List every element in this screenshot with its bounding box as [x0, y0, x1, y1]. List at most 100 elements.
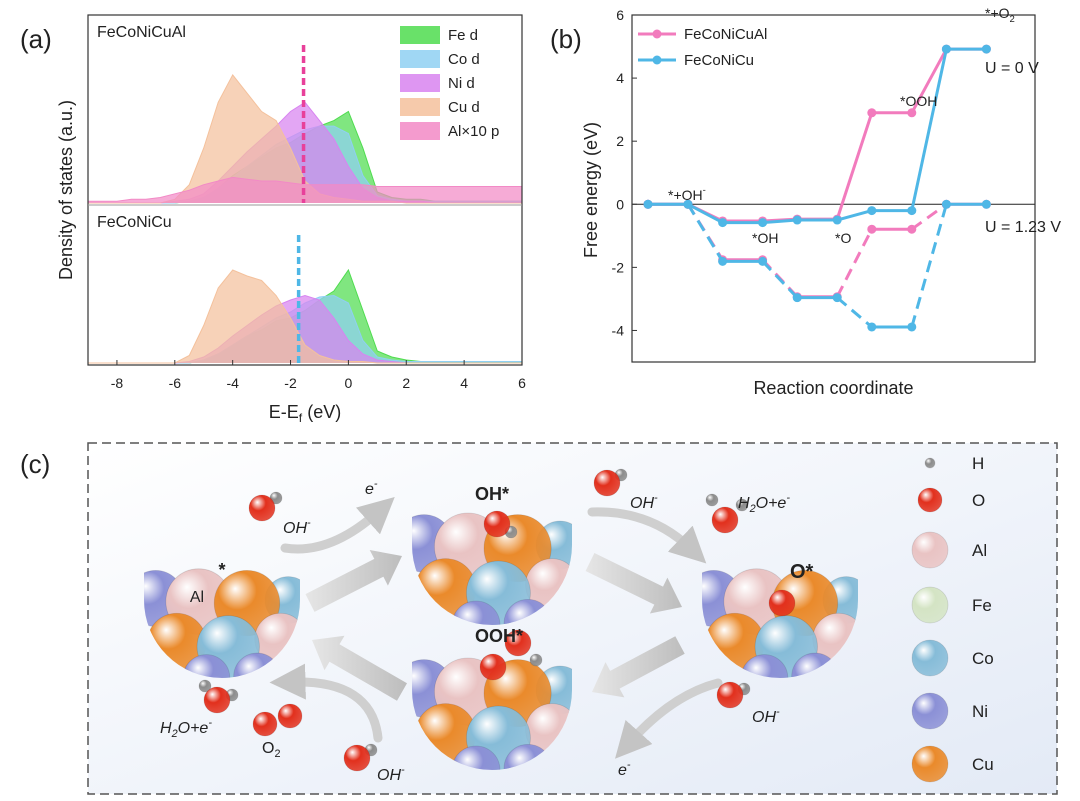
atom	[911, 692, 949, 730]
curved-arrow	[615, 678, 723, 759]
y-tick-label: -4	[612, 322, 625, 338]
connector	[836, 209, 873, 222]
marker	[718, 256, 728, 266]
label: OH-	[283, 517, 311, 537]
text-part: -	[307, 517, 311, 529]
text-part: O	[262, 740, 274, 757]
y-axis-label: Density of states (a.u.)	[56, 100, 76, 280]
state-label: *	[218, 560, 225, 580]
label: *+O2	[985, 5, 1015, 25]
connector	[686, 203, 724, 263]
x-axis-label: Reaction coordinate	[753, 378, 913, 398]
label: *+OH-	[668, 185, 706, 203]
atom	[343, 744, 371, 772]
text-part: O+e	[756, 495, 787, 512]
marker	[867, 322, 877, 332]
atom	[451, 745, 501, 770]
atom	[911, 586, 949, 624]
text-part: E-E	[269, 402, 299, 422]
atom	[911, 745, 949, 783]
text-part: -	[401, 764, 405, 776]
text-part: OH	[377, 767, 401, 784]
x-tick-label: -4	[226, 375, 239, 391]
label: OH-	[630, 492, 658, 512]
text-part: (eV)	[302, 402, 341, 422]
legend-label: Ni	[972, 702, 988, 721]
site-label: Al	[190, 589, 204, 606]
marker	[643, 199, 653, 209]
text-part: OH	[630, 495, 654, 512]
plot-frame	[87, 14, 523, 366]
x-tick-label: -8	[111, 375, 124, 391]
atom	[479, 653, 507, 681]
legend-swatch	[400, 50, 440, 68]
atom	[716, 681, 744, 709]
marker	[981, 199, 991, 209]
panel-label: (b)	[550, 24, 582, 54]
y-tick-label: -2	[612, 259, 625, 275]
text-part: -	[776, 706, 780, 718]
legend-label: Al	[972, 541, 987, 560]
y-axis-label: Free energy (eV)	[581, 122, 601, 258]
x-tick-label: -6	[169, 375, 182, 391]
legend-label: Al×10 p	[448, 123, 499, 140]
subplot-title: FeCoNiCu	[97, 214, 172, 231]
marker	[907, 224, 917, 234]
connector	[762, 218, 798, 225]
connector	[910, 48, 948, 211]
legend-label: Cu	[972, 755, 994, 774]
label: OH-	[752, 706, 780, 726]
legend-label: FeCoNiCu	[684, 52, 754, 69]
marker	[981, 44, 991, 54]
marker	[907, 108, 917, 118]
connector	[761, 260, 799, 299]
label: e-	[618, 759, 631, 779]
label: H2O+e-	[160, 717, 212, 740]
atom	[277, 703, 303, 729]
text-part: *+O	[985, 5, 1010, 21]
legend-label: Fe	[972, 596, 992, 615]
x-tick-label: 2	[402, 375, 410, 391]
area-line	[88, 269, 522, 364]
marker	[832, 293, 842, 303]
legend-label: FeCoNiCuAl	[684, 26, 767, 43]
atom	[911, 639, 949, 677]
legend-label: Cu d	[448, 99, 480, 116]
atom	[198, 679, 212, 693]
atom	[768, 589, 796, 617]
label: e-	[365, 478, 378, 498]
atom	[911, 531, 949, 569]
atom	[248, 494, 276, 522]
area-fill	[88, 102, 522, 203]
connector	[687, 202, 724, 224]
marker	[758, 256, 768, 266]
marker	[867, 206, 877, 216]
x-tick-label: 0	[345, 375, 353, 391]
text-part: 2	[274, 748, 280, 760]
y-tick-label: 4	[616, 70, 624, 86]
connector	[835, 228, 874, 298]
atom	[593, 469, 621, 497]
panel-label: (c)	[20, 449, 50, 479]
y-tick-label: 6	[616, 7, 624, 23]
legend-swatch	[400, 26, 440, 44]
block-arrow	[305, 550, 402, 612]
text-part: H	[738, 495, 750, 512]
text-part: -	[703, 185, 706, 196]
label: *OH	[752, 230, 778, 246]
y-tick-label: 0	[616, 196, 624, 212]
area-fill	[88, 74, 522, 204]
text-part: -	[627, 759, 631, 771]
text-part: -	[654, 492, 658, 504]
label: *OOH	[900, 93, 937, 109]
atom	[917, 487, 943, 513]
text-part: 2	[1010, 14, 1015, 25]
marker	[907, 322, 917, 332]
subplot-title: FeCoNiCuAl	[97, 24, 186, 41]
marker	[792, 215, 802, 225]
text-part: e	[618, 762, 627, 779]
atom	[529, 653, 543, 667]
atom	[504, 629, 532, 657]
text-part: H	[160, 720, 172, 737]
panel-label: (a)	[20, 24, 52, 54]
